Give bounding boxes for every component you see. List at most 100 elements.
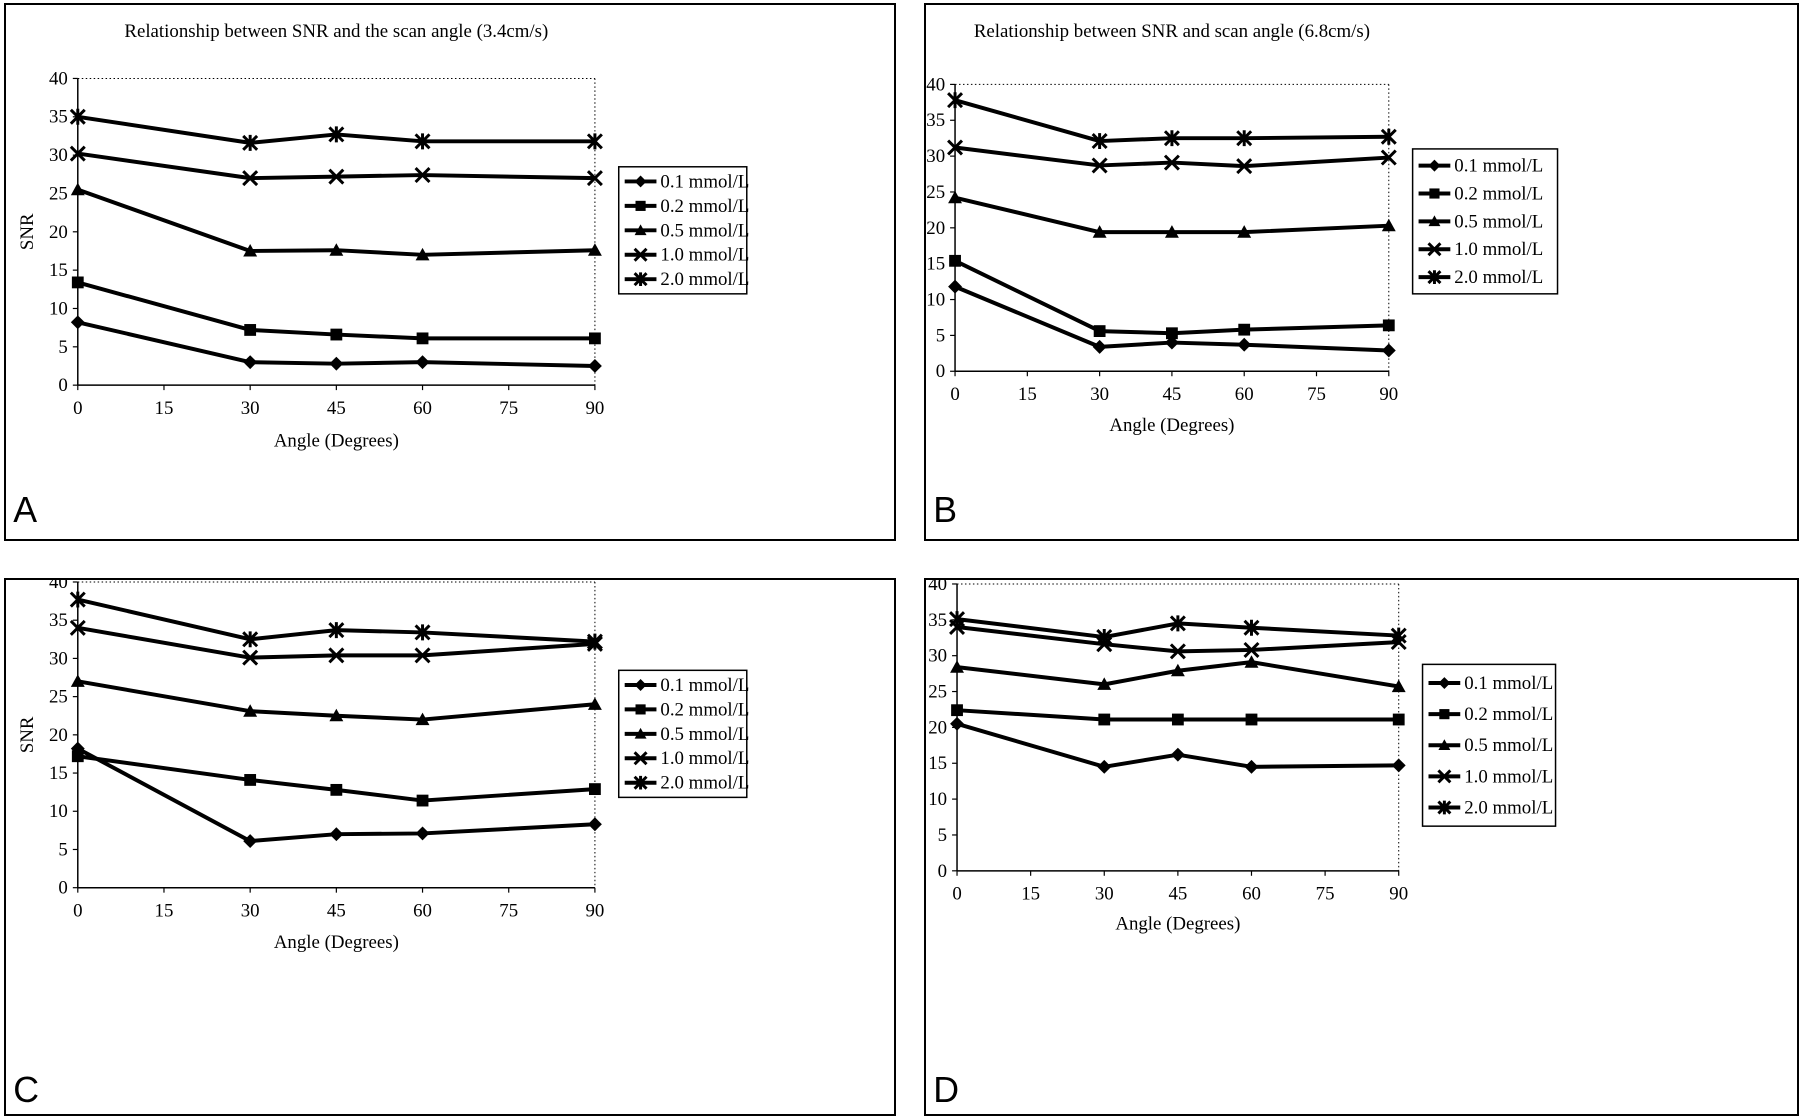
data-point — [1243, 641, 1260, 658]
data-point — [71, 750, 84, 763]
data-point — [330, 783, 343, 796]
y-tick-label: 5 — [58, 337, 67, 358]
y-tick-label: 0 — [938, 861, 947, 882]
data-point — [1169, 643, 1186, 660]
legend-marker — [1437, 800, 1452, 815]
y-tick-label: 0 — [58, 878, 67, 899]
series-star — [69, 591, 603, 650]
data-point — [1244, 655, 1259, 668]
y-tick-label: 35 — [49, 610, 68, 631]
series-square — [951, 704, 1405, 726]
legend-marker — [1438, 739, 1451, 751]
series-star — [947, 92, 1397, 150]
data-point — [415, 826, 430, 841]
panel-letter: D — [933, 1070, 959, 1110]
data-point — [586, 633, 603, 650]
y-tick-label: 0 — [936, 361, 945, 382]
data-point — [242, 649, 259, 666]
y-tick-label: 30 — [49, 145, 68, 166]
data-point — [328, 126, 345, 143]
y-tick-label: 25 — [928, 681, 947, 702]
data-point — [69, 145, 86, 162]
y-tick-label: 20 — [49, 222, 68, 243]
y-tick-label: 5 — [936, 325, 945, 346]
y-tick-label: 20 — [926, 218, 945, 239]
y-tick-label: 15 — [49, 260, 68, 281]
x-tick-label: 15 — [155, 398, 174, 419]
data-point — [1092, 225, 1107, 238]
data-point — [1169, 615, 1186, 632]
data-point — [587, 243, 602, 256]
x-tick-label: 45 — [327, 900, 346, 921]
data-point — [1096, 629, 1113, 646]
legend: 0.1 mmol/L 0.2 mmol/L 0.5 mmol/L 1.0 mmol/L… — [617, 166, 749, 295]
data-point — [1170, 747, 1185, 762]
data-point — [415, 247, 430, 261]
data-point — [329, 243, 344, 256]
panel-letter: C — [13, 1070, 39, 1110]
series-square — [949, 254, 1395, 340]
legend-marker — [634, 727, 647, 739]
data-point — [1391, 758, 1406, 773]
legend-marker — [1437, 769, 1452, 784]
legend-label: 0.5 mmol/L — [660, 220, 749, 241]
data-point — [414, 647, 431, 664]
data-point — [1237, 337, 1252, 352]
y-tick-label: 15 — [926, 254, 945, 275]
x-tick-label: 90 — [1389, 884, 1408, 905]
y-tick-label: 35 — [928, 610, 947, 631]
data-point — [1245, 713, 1258, 726]
data-point — [1166, 327, 1178, 340]
legend-marker — [633, 751, 648, 766]
data-point — [1092, 339, 1107, 354]
legend-label: 2.0 mmol/L — [1454, 267, 1543, 288]
legend-label: 0.2 mmol/L — [1454, 183, 1543, 204]
x-tick-label: 75 — [1307, 384, 1326, 405]
y-tick-label: 5 — [58, 839, 67, 860]
series-diamond — [950, 716, 1406, 774]
data-point — [949, 611, 966, 628]
chart-panel-d: Relationship between SNR and scan angle … — [924, 578, 1799, 1116]
y-tick-label: 25 — [49, 687, 68, 708]
series-square — [71, 750, 601, 807]
data-point — [1390, 627, 1407, 644]
y-tick-label: 20 — [49, 725, 68, 746]
chart-svg: Relationship between SNR and the scan an… — [13, 21, 749, 530]
data-point — [330, 328, 343, 341]
legend-label: 0.1 mmol/L — [1464, 673, 1553, 694]
legend-marker — [635, 200, 646, 211]
y-tick-label: 30 — [928, 646, 947, 667]
data-point — [414, 167, 431, 184]
x-tick-label: 60 — [1235, 384, 1254, 405]
legend: 0.1 mmol/L 0.2 mmol/L 0.5 mmol/L 1.0 mmol/L… — [1421, 663, 1557, 827]
legend-label: 1.0 mmol/L — [1454, 239, 1543, 260]
data-point — [243, 834, 258, 849]
data-point — [69, 108, 86, 125]
y-tick-label: 15 — [49, 763, 68, 784]
legend-label: 0.5 mmol/L — [1464, 735, 1553, 756]
x-tick-label: 60 — [1242, 884, 1261, 905]
data-point — [587, 697, 602, 710]
data-point — [1091, 133, 1108, 150]
x-tick-label: 30 — [241, 900, 260, 921]
data-point — [589, 332, 601, 345]
legend-label: 1.0 mmol/L — [1464, 766, 1553, 787]
data-point — [949, 254, 961, 267]
y-tick-label: 35 — [49, 107, 68, 128]
data-point — [242, 631, 259, 648]
y-tick-label: 25 — [926, 182, 945, 203]
legend-label: 1.0 mmol/L — [660, 245, 749, 266]
y-tick-label: 25 — [49, 183, 68, 204]
data-point — [328, 168, 345, 185]
legend-label: 2.0 mmol/L — [660, 269, 749, 290]
data-point — [69, 591, 86, 608]
x-tick-label: 0 — [950, 384, 959, 405]
legend-label: 0.2 mmol/L — [1464, 704, 1553, 725]
data-point — [947, 139, 964, 156]
chart-panel-a: Relationship between SNR and the scan an… — [4, 3, 896, 541]
series-triangle — [70, 182, 602, 261]
x-tick-label: 90 — [585, 398, 604, 419]
data-point — [1244, 759, 1259, 774]
panel-letter: A — [13, 490, 37, 530]
y-tick-label: 35 — [926, 110, 945, 131]
